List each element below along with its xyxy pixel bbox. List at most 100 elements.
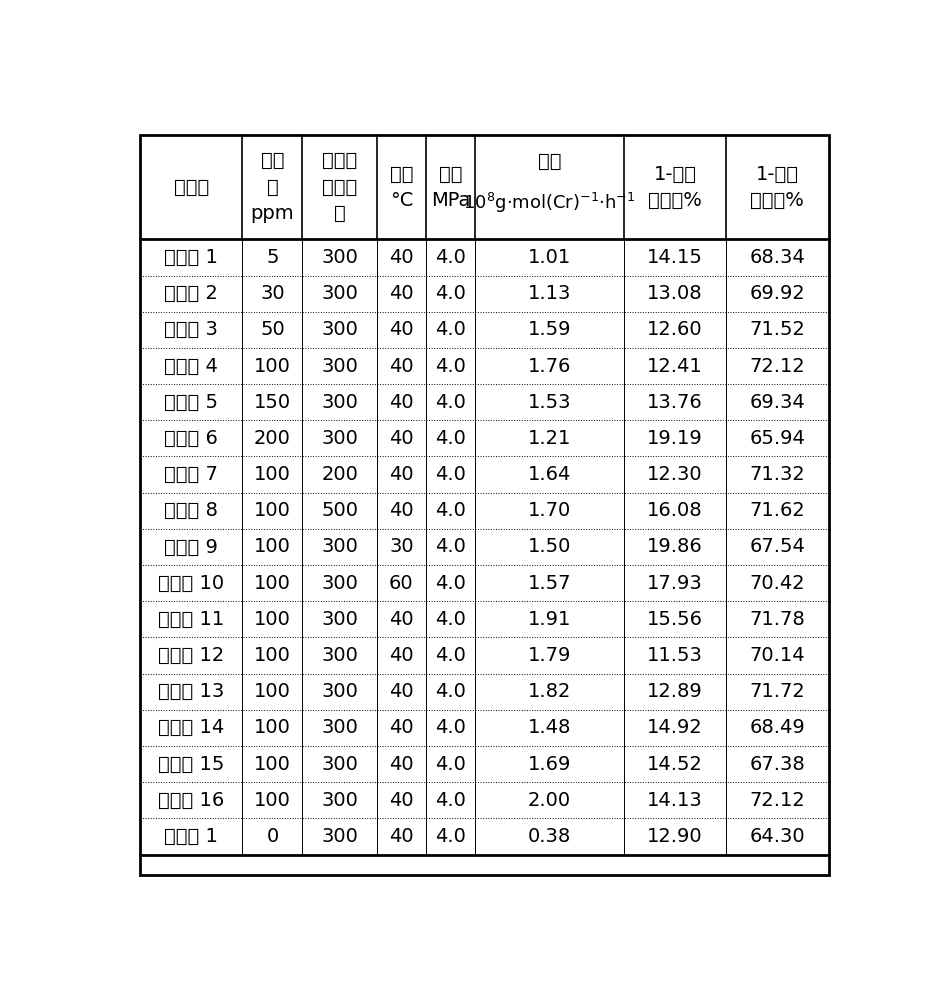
Text: 300: 300 (321, 574, 358, 593)
Text: 40: 40 (389, 646, 413, 665)
Text: 100: 100 (254, 646, 291, 665)
Text: 200: 200 (254, 429, 291, 448)
Text: 实施例 14: 实施例 14 (158, 718, 224, 737)
Text: 实施例 3: 实施例 3 (164, 320, 218, 339)
Text: 1.82: 1.82 (528, 682, 571, 701)
Text: 实施例 4: 实施例 4 (164, 357, 218, 376)
Text: 4.0: 4.0 (435, 429, 465, 448)
Text: 300: 300 (321, 248, 358, 267)
Text: 40: 40 (389, 248, 413, 267)
Text: 1.48: 1.48 (528, 718, 571, 737)
Text: 100: 100 (254, 682, 291, 701)
Text: 1-己烯
选择性%: 1-己烯 选择性% (648, 165, 701, 210)
Text: 实施例 15: 实施例 15 (158, 755, 225, 774)
Text: 4.0: 4.0 (435, 755, 465, 774)
Text: 实施例 5: 实施例 5 (164, 393, 218, 412)
Text: 300: 300 (321, 393, 358, 412)
Text: 40: 40 (389, 755, 413, 774)
Text: 100: 100 (254, 610, 291, 629)
Text: 1.21: 1.21 (528, 429, 571, 448)
Text: 2.00: 2.00 (528, 791, 570, 810)
Text: 4.0: 4.0 (435, 827, 465, 846)
Text: 100: 100 (254, 537, 291, 556)
Text: 温度
°C: 温度 °C (389, 165, 413, 210)
Text: 4.0: 4.0 (435, 610, 465, 629)
Text: 实施例 13: 实施例 13 (158, 682, 224, 701)
Text: 12.90: 12.90 (647, 827, 702, 846)
Text: 67.38: 67.38 (749, 755, 804, 774)
Text: 14.15: 14.15 (647, 248, 702, 267)
Text: 40: 40 (389, 791, 413, 810)
Text: 40: 40 (389, 284, 413, 303)
Text: 4.0: 4.0 (435, 574, 465, 593)
Text: 1.01: 1.01 (528, 248, 570, 267)
Text: 16.08: 16.08 (647, 501, 702, 520)
Text: 4.0: 4.0 (435, 248, 465, 267)
Text: 13.76: 13.76 (647, 393, 702, 412)
Text: 1.76: 1.76 (528, 357, 571, 376)
Text: 40: 40 (389, 393, 413, 412)
Text: 14.13: 14.13 (647, 791, 702, 810)
Text: 13.08: 13.08 (647, 284, 702, 303)
Text: 1-辛烯
选择性%: 1-辛烯 选择性% (750, 165, 803, 210)
Text: 300: 300 (321, 718, 358, 737)
Text: 1.79: 1.79 (528, 646, 571, 665)
Text: 300: 300 (321, 610, 358, 629)
Text: 实施例 2: 实施例 2 (164, 284, 218, 303)
Text: 50: 50 (260, 320, 284, 339)
Text: 40: 40 (389, 320, 413, 339)
Text: 15.56: 15.56 (647, 610, 702, 629)
Text: 70.42: 70.42 (749, 574, 804, 593)
Text: 300: 300 (321, 646, 358, 665)
Text: 1.59: 1.59 (528, 320, 571, 339)
Text: 70.14: 70.14 (749, 646, 804, 665)
Text: 40: 40 (389, 682, 413, 701)
Text: 1.57: 1.57 (528, 574, 571, 593)
Text: 72.12: 72.12 (749, 357, 804, 376)
Text: 对比例 1: 对比例 1 (164, 827, 218, 846)
Text: 100: 100 (254, 501, 291, 520)
Text: 300: 300 (321, 429, 358, 448)
Text: 300: 300 (321, 284, 358, 303)
Text: 实施例 16: 实施例 16 (158, 791, 224, 810)
Text: 实施例 11: 实施例 11 (158, 610, 224, 629)
Text: 4.0: 4.0 (435, 357, 465, 376)
Text: 300: 300 (321, 755, 358, 774)
Text: 实施例 6: 实施例 6 (164, 429, 218, 448)
Text: 1.91: 1.91 (528, 610, 571, 629)
Text: 65.94: 65.94 (749, 429, 804, 448)
Text: 水含
量
ppm: 水含 量 ppm (250, 151, 294, 223)
Text: 4.0: 4.0 (435, 284, 465, 303)
Text: 40: 40 (389, 718, 413, 737)
Text: 30: 30 (260, 284, 284, 303)
Text: 300: 300 (321, 682, 358, 701)
Text: 300: 300 (321, 320, 358, 339)
Text: 0: 0 (266, 827, 278, 846)
Text: 12.41: 12.41 (647, 357, 702, 376)
Text: 活性: 活性 (537, 152, 561, 171)
Text: 71.52: 71.52 (749, 320, 804, 339)
Text: 实施例: 实施例 (174, 178, 209, 197)
Text: 100: 100 (254, 465, 291, 484)
Text: 200: 200 (321, 465, 358, 484)
Text: 12.30: 12.30 (647, 465, 702, 484)
Text: 17.93: 17.93 (647, 574, 702, 593)
Text: 100: 100 (254, 574, 291, 593)
Text: 4.0: 4.0 (435, 465, 465, 484)
Text: 71.32: 71.32 (749, 465, 804, 484)
Text: 150: 150 (254, 393, 291, 412)
Text: 实施例 12: 实施例 12 (158, 646, 224, 665)
Text: 1.70: 1.70 (528, 501, 570, 520)
Text: 1.50: 1.50 (528, 537, 571, 556)
Text: 4.0: 4.0 (435, 646, 465, 665)
Text: 30: 30 (389, 537, 413, 556)
Text: 68.49: 68.49 (749, 718, 804, 737)
Text: 40: 40 (389, 501, 413, 520)
Text: 67.54: 67.54 (749, 537, 804, 556)
Text: 72.12: 72.12 (749, 791, 804, 810)
Text: 300: 300 (321, 357, 358, 376)
Text: 1.64: 1.64 (528, 465, 571, 484)
Text: 5: 5 (266, 248, 278, 267)
Text: $10^8$g·mol(Cr)$^{-1}$·h$^{-1}$: $10^8$g·mol(Cr)$^{-1}$·h$^{-1}$ (463, 191, 635, 215)
Text: 71.62: 71.62 (749, 501, 804, 520)
